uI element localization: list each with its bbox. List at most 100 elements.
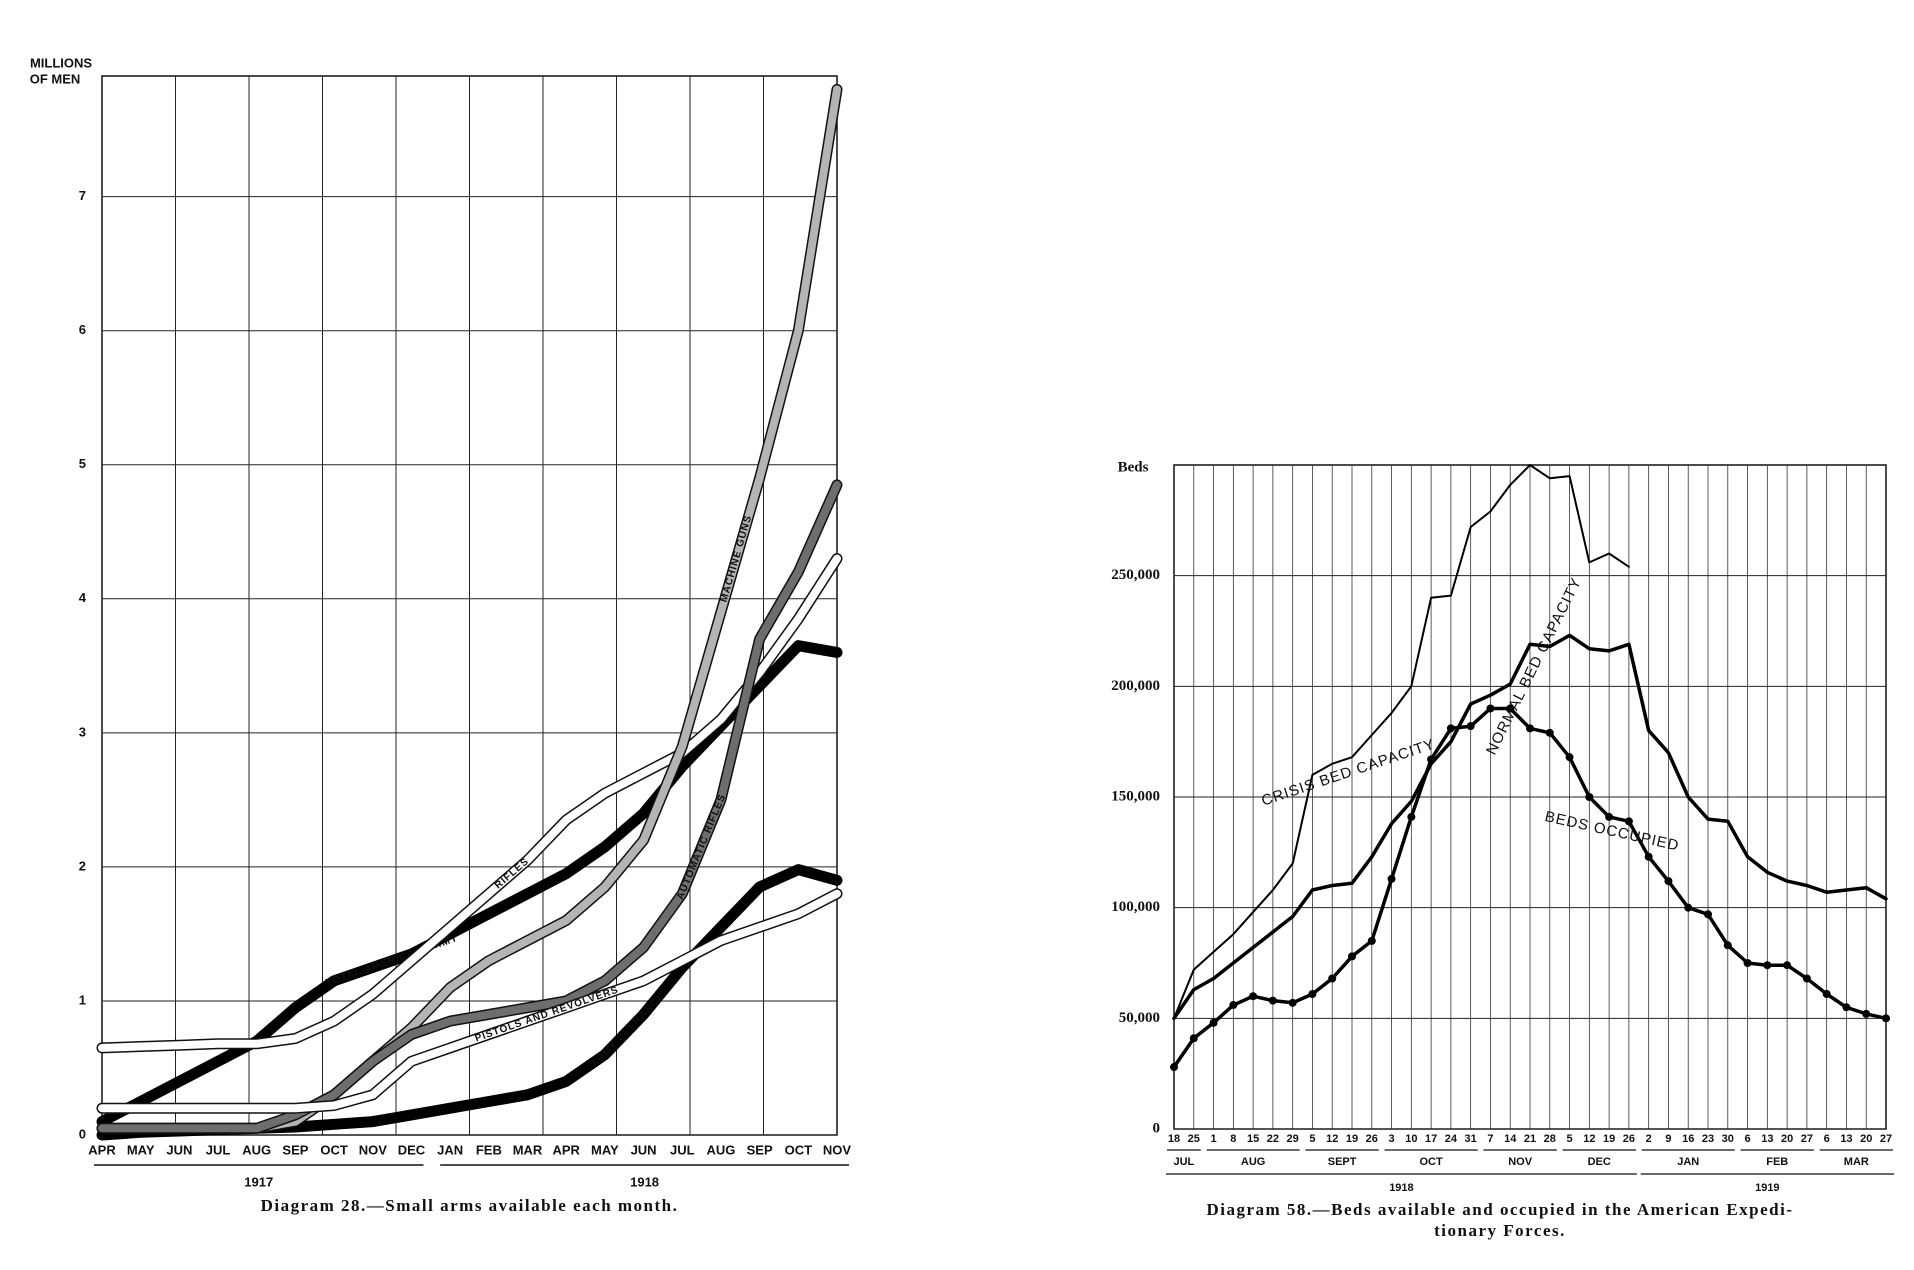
y-tick-label: 3 [79, 724, 86, 739]
x-tick-label: 9 [1665, 1133, 1671, 1145]
point [1723, 941, 1732, 950]
x-tick-label: 30 [1722, 1133, 1734, 1145]
point [1328, 974, 1337, 983]
point [1407, 812, 1416, 821]
y-tick-label: 250,000 [1111, 567, 1160, 583]
point [1545, 728, 1554, 737]
point [1802, 974, 1811, 983]
x-tick-label: 17 [1425, 1133, 1437, 1145]
x-tick-label: AUG [707, 1142, 736, 1157]
x-tick-label: 15 [1247, 1133, 1259, 1145]
month-label: JAN [1677, 1156, 1699, 1168]
x-tick-label: SEP [747, 1142, 773, 1157]
month-label: NOV [1508, 1156, 1533, 1168]
y-tick-label: 6 [79, 322, 86, 337]
point [1466, 722, 1475, 731]
point [1585, 793, 1594, 801]
point [1170, 1063, 1178, 1072]
point [1249, 992, 1258, 1001]
point [1783, 961, 1792, 970]
series-label: ARMY IN FRANCE [589, 990, 667, 1070]
x-tick-label: 27 [1801, 1133, 1813, 1145]
x-tick-label: 26 [1366, 1133, 1378, 1145]
x-tick-label: JUN [166, 1142, 192, 1157]
point [1506, 704, 1515, 713]
x-tick-label: 6 [1744, 1133, 1750, 1145]
series-label: CRISIS BED CAPACITY [1259, 736, 1437, 810]
y-tick-label: 5 [79, 456, 86, 471]
x-tick-label: 19 [1346, 1133, 1358, 1145]
point [1565, 753, 1574, 762]
x-tick-label: 13 [1840, 1133, 1852, 1145]
point [1526, 724, 1534, 733]
x-tick-label: 26 [1623, 1133, 1635, 1145]
y-tick-label: 150,000 [1111, 788, 1160, 804]
point [1486, 704, 1495, 713]
point [1704, 910, 1712, 919]
x-tick-label: 3 [1388, 1133, 1394, 1145]
point [1862, 1009, 1871, 1018]
x-tick-label: 5 [1566, 1133, 1572, 1145]
caption: Diagram 58.—Beds available and occupied … [1206, 1200, 1793, 1219]
y-tick-label: 50,000 [1119, 1010, 1160, 1026]
point [1822, 989, 1831, 998]
point [1367, 936, 1376, 945]
point [1842, 1003, 1851, 1012]
x-tick-label: 25 [1188, 1133, 1200, 1145]
x-tick-label: 27 [1880, 1133, 1892, 1145]
point [1644, 852, 1653, 861]
x-tick-label: 20 [1781, 1133, 1793, 1145]
x-tick-label: 20 [1860, 1133, 1872, 1145]
point [1684, 903, 1693, 912]
month-label: FEB [1766, 1156, 1788, 1168]
x-tick-label: JUN [631, 1142, 657, 1157]
year-label: 1917 [244, 1174, 273, 1189]
x-tick-label: JUL [206, 1142, 231, 1157]
x-tick-label: APR [88, 1142, 116, 1157]
series-line [96, 640, 843, 1128]
month-label: OCT [1419, 1156, 1443, 1168]
y-tick-label: 7 [79, 188, 86, 203]
point [1664, 877, 1673, 886]
y-tick-label: 1 [79, 992, 86, 1007]
x-tick-label: NOV [823, 1142, 852, 1157]
x-tick-label: 13 [1761, 1133, 1773, 1145]
x-tick-label: OCT [320, 1142, 348, 1157]
x-tick-label: NOV [359, 1142, 388, 1157]
x-tick-label: 28 [1544, 1133, 1556, 1145]
series-label: RIFLES [493, 856, 532, 892]
x-tick-label: AUG [242, 1142, 271, 1157]
month-label: DEC [1588, 1156, 1611, 1168]
year-label: 1918 [1389, 1182, 1413, 1194]
x-tick-label: 21 [1524, 1133, 1536, 1145]
x-tick-label: 14 [1504, 1133, 1517, 1145]
x-tick-label: 23 [1702, 1133, 1714, 1145]
y-tick-label: 4 [79, 590, 87, 605]
x-tick-label: 5 [1309, 1133, 1315, 1145]
x-tick-label: 10 [1405, 1133, 1417, 1145]
x-tick-label: 12 [1583, 1133, 1595, 1145]
series-label: MACHINE GUNS [719, 514, 755, 604]
y-axis-label: MILLIONS [30, 55, 92, 70]
point [1348, 952, 1356, 961]
year-label: 1919 [1755, 1182, 1779, 1194]
series-line [98, 889, 841, 1113]
point [1427, 755, 1436, 764]
series-line [98, 480, 841, 1133]
x-tick-label: 16 [1682, 1133, 1694, 1145]
x-tick-label: 19 [1603, 1133, 1615, 1145]
month-label: JUL [1173, 1156, 1194, 1168]
month-label: AUG [1241, 1156, 1265, 1168]
x-tick-label: 31 [1465, 1133, 1477, 1145]
y-tick-label: 200,000 [1111, 678, 1160, 694]
y-tick-label: 2 [79, 858, 86, 873]
point [1229, 1001, 1238, 1010]
point [1763, 961, 1772, 970]
x-tick-label: 8 [1230, 1133, 1236, 1145]
series-line [98, 554, 841, 1052]
x-tick-label: 29 [1287, 1133, 1299, 1145]
caption: tionary Forces. [1434, 1221, 1566, 1240]
point [1743, 959, 1752, 967]
point [1882, 1014, 1890, 1023]
